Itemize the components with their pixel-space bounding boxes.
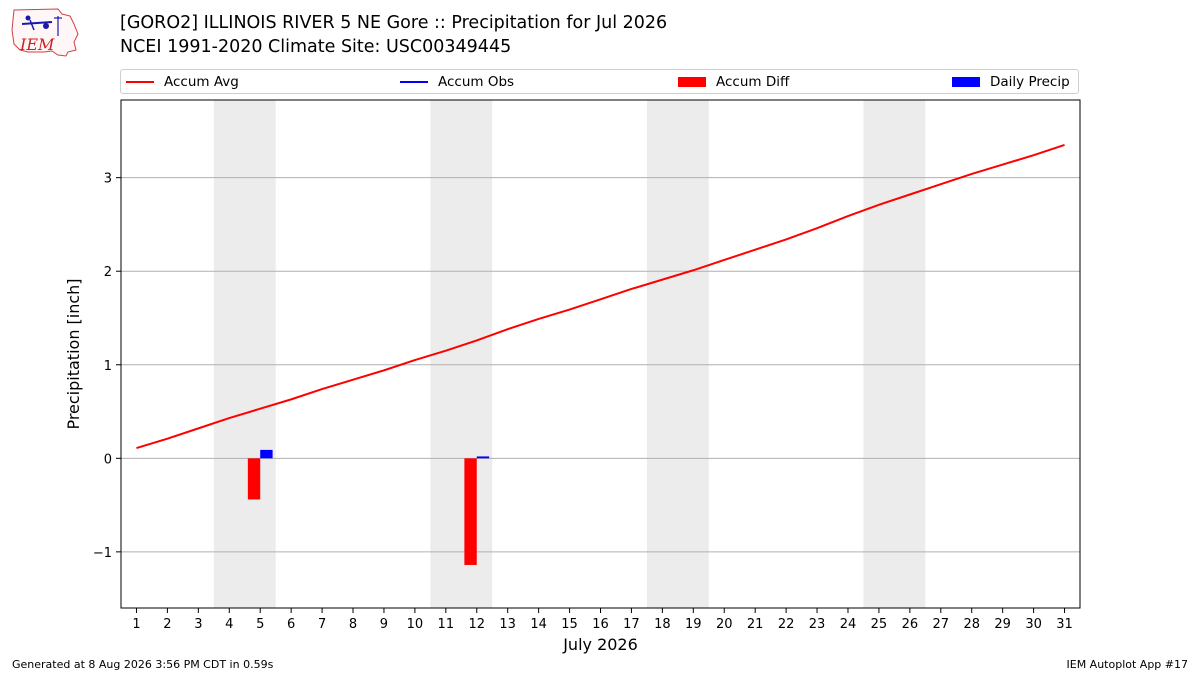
x-tick-label: 26 [902, 617, 919, 632]
x-tick-label: 21 [747, 617, 764, 632]
weekend-band [430, 100, 493, 608]
weekend-band [213, 100, 276, 608]
x-tick-label: 8 [349, 617, 357, 632]
iem-logo: IEM [8, 6, 80, 58]
accum-diff-bar [247, 458, 261, 500]
y-tick-label: 0 [104, 452, 112, 467]
x-tick-label: 2 [163, 617, 171, 632]
accum-diff-bar [464, 458, 477, 565]
legend-swatch-accum-diff [678, 76, 706, 87]
x-tick-label: 5 [256, 617, 264, 632]
chart-title: [GORO2] ILLINOIS RIVER 5 NE Gore :: Prec… [120, 13, 668, 33]
legend-label: Accum Avg [164, 73, 239, 90]
x-tick-label: 19 [685, 617, 702, 632]
weekend-band [863, 100, 926, 608]
x-tick-label: 20 [716, 617, 733, 632]
x-tick-label: 18 [654, 617, 671, 632]
x-tick-label: 6 [287, 617, 295, 632]
legend-swatch-accum-obs [400, 80, 428, 83]
legend-swatch-accum-avg [126, 80, 154, 83]
legend: Accum Avg Accum Obs Accum Diff Daily Pre… [120, 69, 1079, 94]
x-tick-label: 1 [132, 617, 140, 632]
y-tick-label: 3 [104, 172, 112, 187]
x-axis-label: July 2026 [562, 635, 638, 654]
weekend-band [646, 100, 709, 608]
x-tick-label: 3 [194, 617, 202, 632]
x-tick-label: 22 [778, 617, 795, 632]
y-tick-label: −1 [93, 546, 112, 561]
x-tick-label: 27 [933, 617, 950, 632]
x-tick-label: 24 [840, 617, 857, 632]
x-tick-label: 29 [994, 617, 1011, 632]
x-tick-label: 14 [530, 617, 547, 632]
y-axis-label: Precipitation [inch] [64, 278, 83, 429]
daily-precip-bar [260, 449, 273, 459]
x-tick-label: 7 [318, 617, 326, 632]
x-tick-label: 12 [468, 617, 485, 632]
x-tick-label: 13 [499, 617, 516, 632]
x-tick-label: 25 [871, 617, 888, 632]
daily-precip-bar [476, 456, 490, 459]
legend-item-accum-diff: Accum Diff [678, 70, 789, 93]
legend-item-accum-avg: Accum Avg [126, 70, 239, 93]
x-tick-label: 16 [592, 617, 609, 632]
legend-label: Accum Diff [716, 73, 790, 90]
x-tick-label: 9 [380, 617, 388, 632]
accum-avg-line [136, 143, 1065, 449]
x-tick-label: 30 [1025, 617, 1042, 632]
legend-item-daily-precip: Daily Precip [952, 70, 1070, 93]
legend-item-accum-obs: Accum Obs [400, 70, 514, 93]
y-tick-label: 1 [104, 359, 112, 374]
x-tick-label: 11 [438, 617, 455, 632]
y-tick-label: 2 [104, 265, 112, 280]
legend-label: Accum Obs [438, 73, 515, 90]
logo-text: IEM [19, 35, 55, 54]
x-tick-label: 17 [623, 617, 640, 632]
generated-footer: Generated at 8 Aug 2026 3:56 PM CDT in 0… [12, 658, 274, 671]
x-tick-label: 31 [1056, 617, 1073, 632]
x-tick-label: 28 [963, 617, 980, 632]
chart-subtitle: NCEI 1991-2020 Climate Site: USC00349445 [120, 37, 512, 57]
app-footer: IEM Autoplot App #17 [1066, 658, 1189, 671]
x-tick-label: 15 [561, 617, 578, 632]
x-tick-label: 23 [809, 617, 826, 632]
legend-label: Daily Precip [990, 73, 1070, 90]
x-tick-label: 10 [407, 617, 424, 632]
x-tick-label: 4 [225, 617, 233, 632]
legend-swatch-daily-precip [952, 76, 980, 87]
